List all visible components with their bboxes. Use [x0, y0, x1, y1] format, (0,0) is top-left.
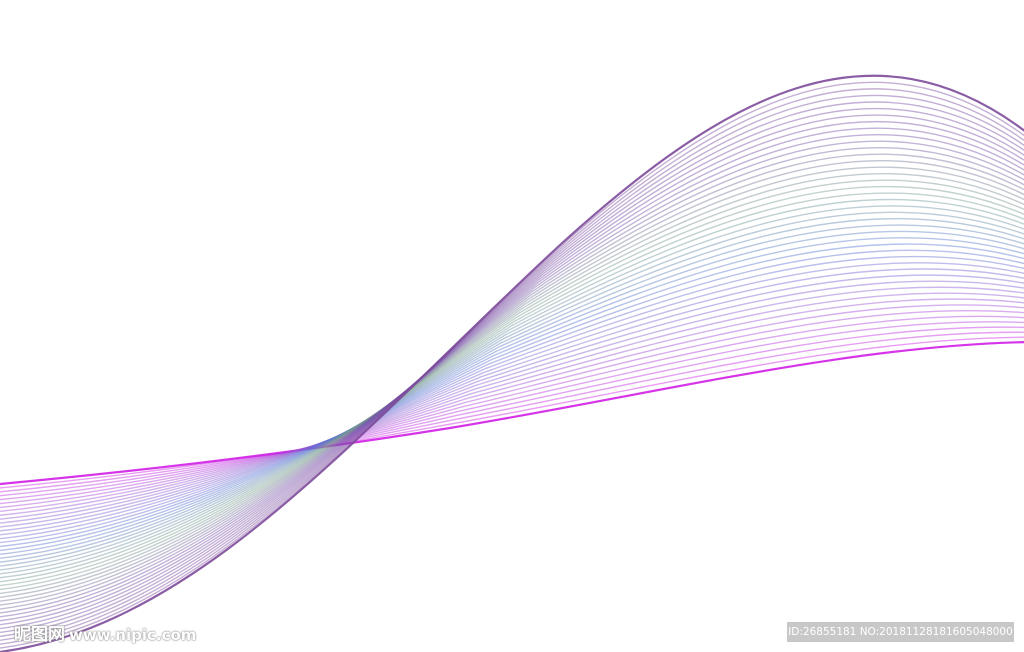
- wave-line: [0, 185, 1024, 587]
- wave-line: [0, 309, 1024, 509]
- wave-line: [0, 237, 1024, 556]
- wave-line: [0, 292, 1024, 520]
- watermark-id-label: ID:26855181 NO:20181128181605048000: [787, 622, 1014, 642]
- wave-line: [0, 224, 1024, 563]
- wave-line: [0, 321, 1024, 501]
- wave-line: [0, 179, 1024, 591]
- wave-line: [0, 160, 1024, 602]
- wave-line: [0, 81, 1024, 649]
- wave-line: [0, 286, 1024, 524]
- wave-line: [0, 211, 1024, 571]
- wave-line: [0, 326, 1024, 497]
- wave-line: [0, 243, 1024, 552]
- wave-line: [0, 341, 1024, 486]
- watermark-site: www.nipic.com: [69, 626, 197, 644]
- wave-line: [0, 172, 1024, 595]
- wave-line: [0, 331, 1024, 493]
- wave-line: [0, 153, 1024, 606]
- wave-line: [0, 88, 1024, 645]
- wave-line: [0, 205, 1024, 575]
- wave-line: [0, 268, 1024, 536]
- wave-line: [0, 120, 1024, 626]
- wave-line: [0, 249, 1024, 548]
- wave-line: [0, 262, 1024, 540]
- wave-line: [0, 304, 1024, 513]
- wave-line: [0, 114, 1024, 630]
- wave-line: [0, 101, 1024, 638]
- nipic-watermark-logo: 昵图网 www.nipic.com: [14, 620, 196, 645]
- wave-line: [0, 336, 1024, 489]
- wave-line: [0, 255, 1024, 544]
- watermark-logo-text: 昵图网: [14, 625, 65, 645]
- wave-line: [0, 134, 1024, 618]
- wave-line: [0, 230, 1024, 559]
- wave-line: [0, 166, 1024, 598]
- wave-line: [0, 147, 1024, 610]
- wave-line: [0, 127, 1024, 622]
- wave-line: [0, 140, 1024, 614]
- wave-line: [0, 74, 1024, 652]
- wave-line: [0, 107, 1024, 634]
- wave-line: [0, 315, 1024, 505]
- wave-line: [0, 218, 1024, 567]
- wave-line: [0, 192, 1024, 583]
- wave-line: [0, 274, 1024, 532]
- wave-line: [0, 198, 1024, 579]
- wave-line: [0, 298, 1024, 516]
- wave-line: [0, 94, 1024, 641]
- wave-line: [0, 280, 1024, 528]
